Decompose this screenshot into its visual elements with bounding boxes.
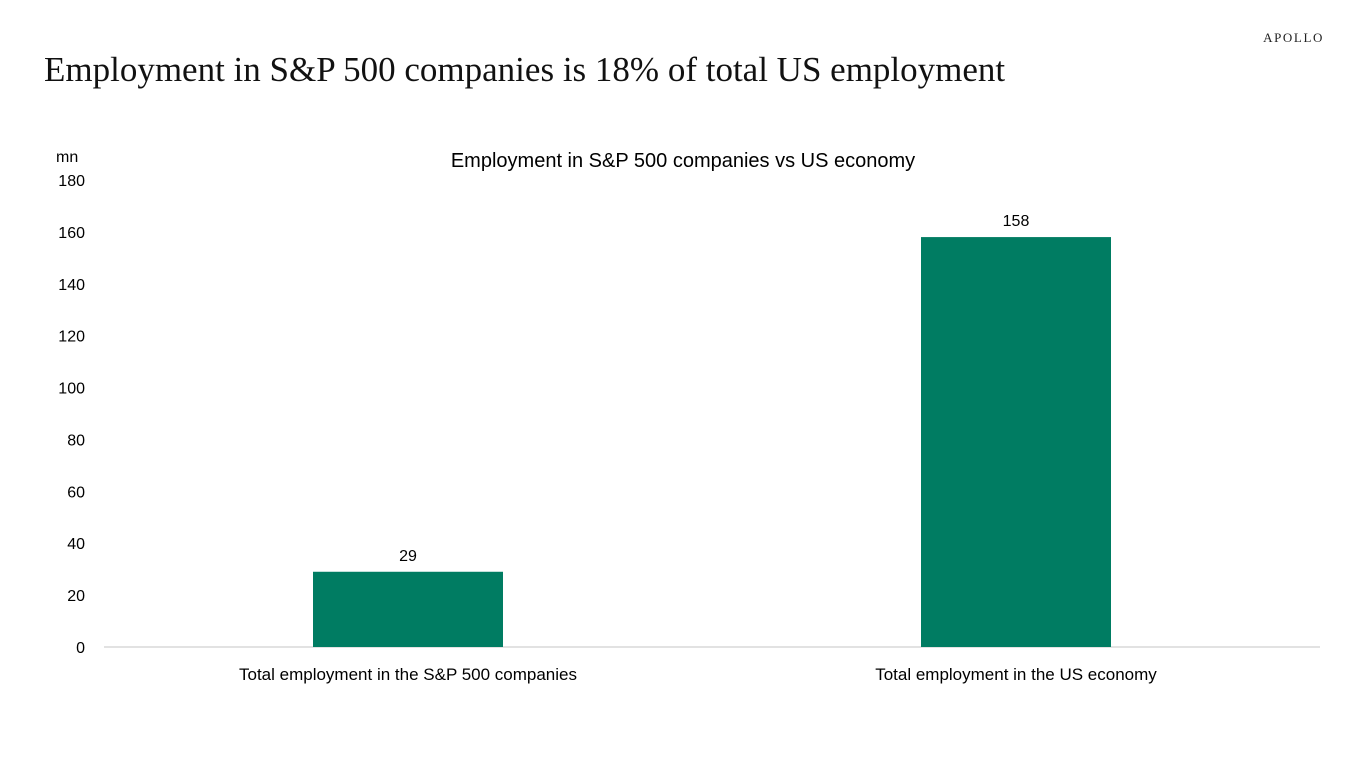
y-tick-label: 80 <box>67 432 85 449</box>
y-tick-label: 120 <box>58 329 85 346</box>
y-tick-label: 20 <box>67 588 85 605</box>
y-tick-label: 40 <box>67 536 85 553</box>
x-tick-label: Total employment in the US economy <box>875 665 1157 684</box>
data-label: 29 <box>399 548 417 565</box>
page-title: Employment in S&P 500 companies is 18% o… <box>44 50 1006 89</box>
bar <box>921 237 1111 648</box>
data-label: 158 <box>1003 213 1030 230</box>
x-axis-labels: Total employment in the S&P 500 companie… <box>239 665 1157 684</box>
bars <box>313 237 1111 648</box>
brand-logo: APOLLO <box>1263 30 1324 45</box>
chart-title: Employment in S&P 500 companies vs US ec… <box>451 150 915 172</box>
bar <box>313 571 503 647</box>
y-tick-label: 0 <box>76 640 85 657</box>
x-tick-label: Total employment in the S&P 500 companie… <box>239 665 577 684</box>
data-labels: 29 158 <box>399 213 1029 565</box>
y-axis-ticks: 0 20 40 60 80 100 120 140 160 180 <box>58 173 85 657</box>
y-tick-label: 180 <box>58 173 85 190</box>
y-tick-label: 160 <box>58 225 85 242</box>
y-axis-unit-label: mn <box>56 149 78 166</box>
y-tick-label: 100 <box>58 381 85 398</box>
y-tick-label: 140 <box>58 277 85 294</box>
y-tick-label: 60 <box>67 484 85 501</box>
